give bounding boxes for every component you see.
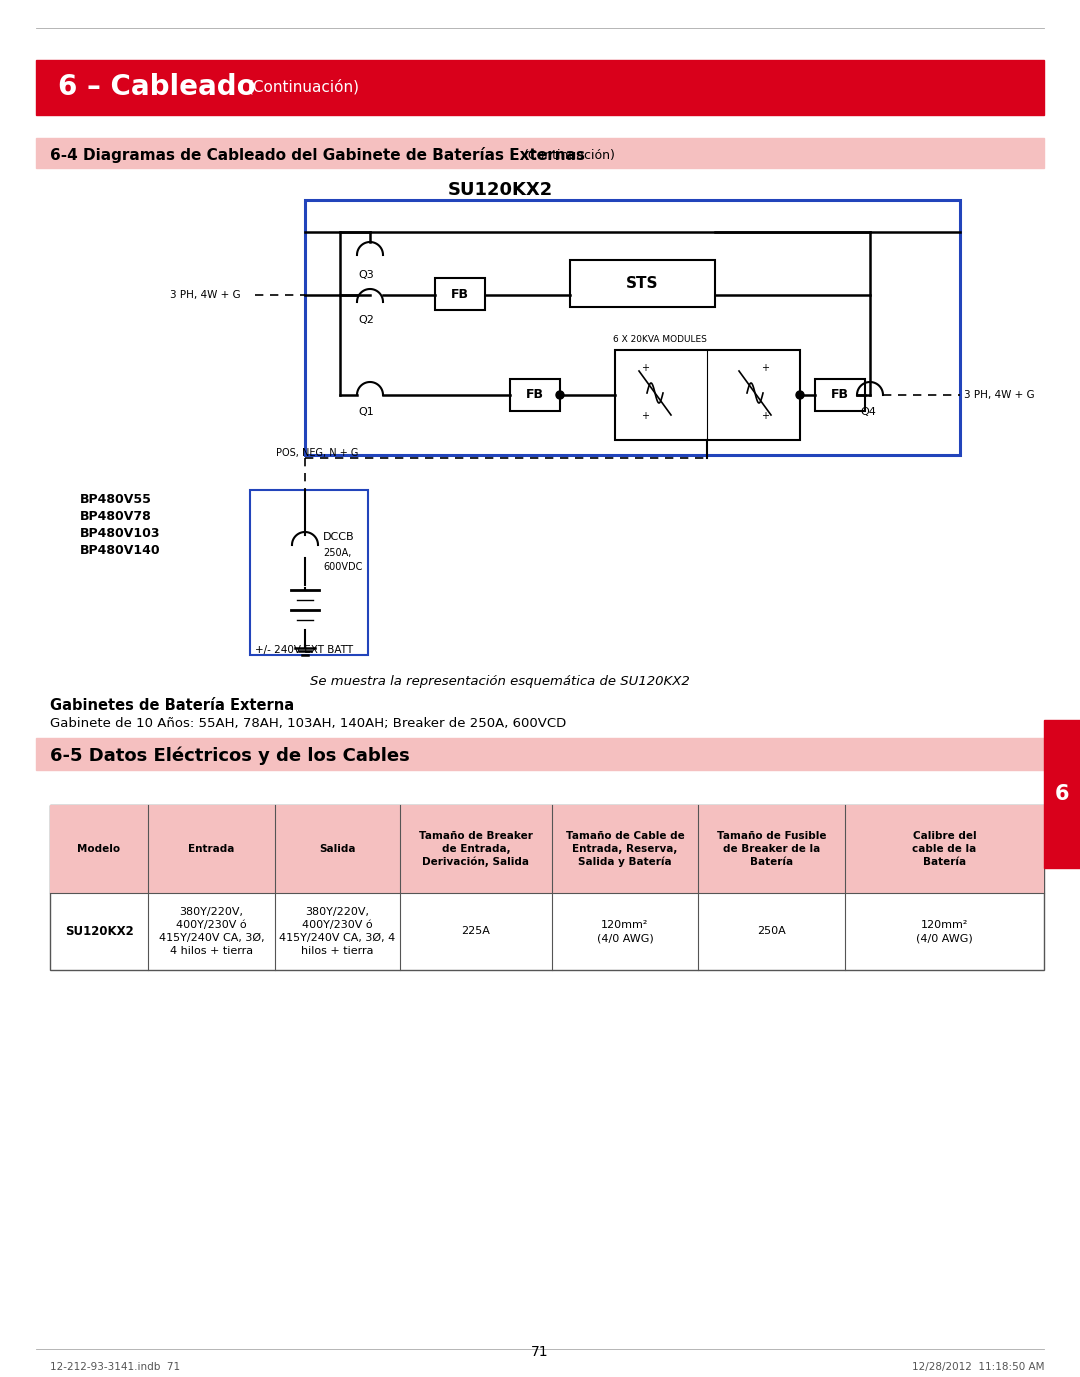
Text: 3 PH, 4W + G: 3 PH, 4W + G (964, 390, 1035, 399)
Bar (36, 738, 1044, 770)
Text: Tamaño de Fusible
de Breaker de la
Batería: Tamaño de Fusible de Breaker de la Bater… (717, 832, 826, 866)
Bar (615, 350, 800, 441)
Bar (815, 379, 865, 410)
Bar (435, 278, 485, 310)
Text: Q4: Q4 (860, 408, 876, 417)
Text: 71: 71 (531, 1345, 549, 1359)
Text: Calibre del
cable de la
Batería: Calibre del cable de la Batería (913, 832, 976, 866)
Text: 6-4 Diagramas de Cableado del Gabinete de Baterías Externas: 6-4 Diagramas de Cableado del Gabinete d… (50, 147, 585, 162)
Text: Tamaño de Breaker
de Entrada,
Derivación, Salida: Tamaño de Breaker de Entrada, Derivación… (419, 830, 532, 868)
Text: 3 PH, 4W + G: 3 PH, 4W + G (170, 291, 241, 300)
Text: +: + (642, 364, 649, 373)
Bar (510, 379, 561, 410)
Text: Q3: Q3 (357, 270, 374, 280)
Text: Q1: Q1 (357, 408, 374, 417)
Text: BP480V103: BP480V103 (80, 527, 161, 540)
Text: Salida: Salida (320, 844, 355, 854)
Text: FB: FB (451, 288, 469, 300)
Text: 6 X 20KVA MODULES: 6 X 20KVA MODULES (613, 335, 707, 344)
Text: +: + (761, 410, 769, 421)
Text: FB: FB (526, 388, 544, 402)
Text: 120mm²
(4/0 AWG): 120mm² (4/0 AWG) (596, 920, 653, 943)
Bar (50, 806, 1044, 894)
Bar (1044, 720, 1080, 868)
Text: Se muestra la representación esquemática de SU120KX2: Se muestra la representación esquemática… (310, 676, 690, 688)
Text: Gabinete de 10 Años: 55AH, 78AH, 103AH, 140AH; Breaker de 250A, 600VCD: Gabinete de 10 Años: 55AH, 78AH, 103AH, … (50, 716, 566, 730)
Bar (305, 200, 960, 454)
Bar (570, 260, 715, 307)
Text: 250A,: 250A, (323, 548, 351, 558)
Text: +: + (761, 364, 769, 373)
Text: BP480V140: BP480V140 (80, 544, 161, 558)
Text: 12/28/2012  11:18:50 AM: 12/28/2012 11:18:50 AM (912, 1362, 1044, 1371)
Text: 6: 6 (1055, 784, 1069, 804)
Text: Gabinetes de Batería Externa: Gabinetes de Batería Externa (50, 698, 294, 713)
Bar (50, 806, 1044, 969)
Text: 380Y/220V,
400Y/230V ó
415Y/240V CA, 3Ø, 4
hilos + tierra: 380Y/220V, 400Y/230V ó 415Y/240V CA, 3Ø,… (280, 906, 395, 956)
Text: Entrada: Entrada (188, 844, 234, 854)
Text: SU120KX2: SU120KX2 (65, 925, 133, 938)
Text: (Continuación): (Continuación) (248, 80, 360, 95)
Text: FB: FB (831, 388, 849, 402)
Text: 6 – Cableado: 6 – Cableado (58, 73, 256, 101)
Text: (Continuación): (Continuación) (524, 149, 616, 161)
Text: 6-5 Datos Eléctricos y de los Cables: 6-5 Datos Eléctricos y de los Cables (50, 746, 409, 766)
Text: POS, NEG, N + G: POS, NEG, N + G (276, 448, 359, 459)
Text: Q2: Q2 (357, 315, 374, 325)
Circle shape (796, 391, 804, 399)
Text: 380Y/220V,
400Y/230V ó
415Y/240V CA, 3Ø,
4 hilos + tierra: 380Y/220V, 400Y/230V ó 415Y/240V CA, 3Ø,… (159, 906, 265, 956)
Circle shape (556, 391, 564, 399)
Text: 120mm²
(4/0 AWG): 120mm² (4/0 AWG) (916, 920, 973, 943)
Text: +: + (642, 410, 649, 421)
Bar (36, 61, 1044, 116)
Text: 225A: 225A (461, 927, 490, 936)
Text: +/- 240V EXT BATT: +/- 240V EXT BATT (255, 644, 353, 655)
Text: DCCB: DCCB (323, 532, 354, 543)
Text: 250A: 250A (757, 927, 786, 936)
Text: BP480V55: BP480V55 (80, 493, 152, 505)
Text: Tamaño de Cable de
Entrada, Reserva,
Salida y Batería: Tamaño de Cable de Entrada, Reserva, Sal… (566, 830, 685, 868)
Text: SU120KX2: SU120KX2 (447, 180, 553, 200)
Text: BP480V78: BP480V78 (80, 509, 152, 523)
Bar (36, 138, 1044, 168)
Bar (249, 490, 368, 655)
Text: 12-212-93-3141.indb  71: 12-212-93-3141.indb 71 (50, 1362, 180, 1371)
Text: 600VDC: 600VDC (323, 562, 363, 571)
Text: Modelo: Modelo (78, 844, 121, 854)
Text: STS: STS (625, 275, 658, 291)
